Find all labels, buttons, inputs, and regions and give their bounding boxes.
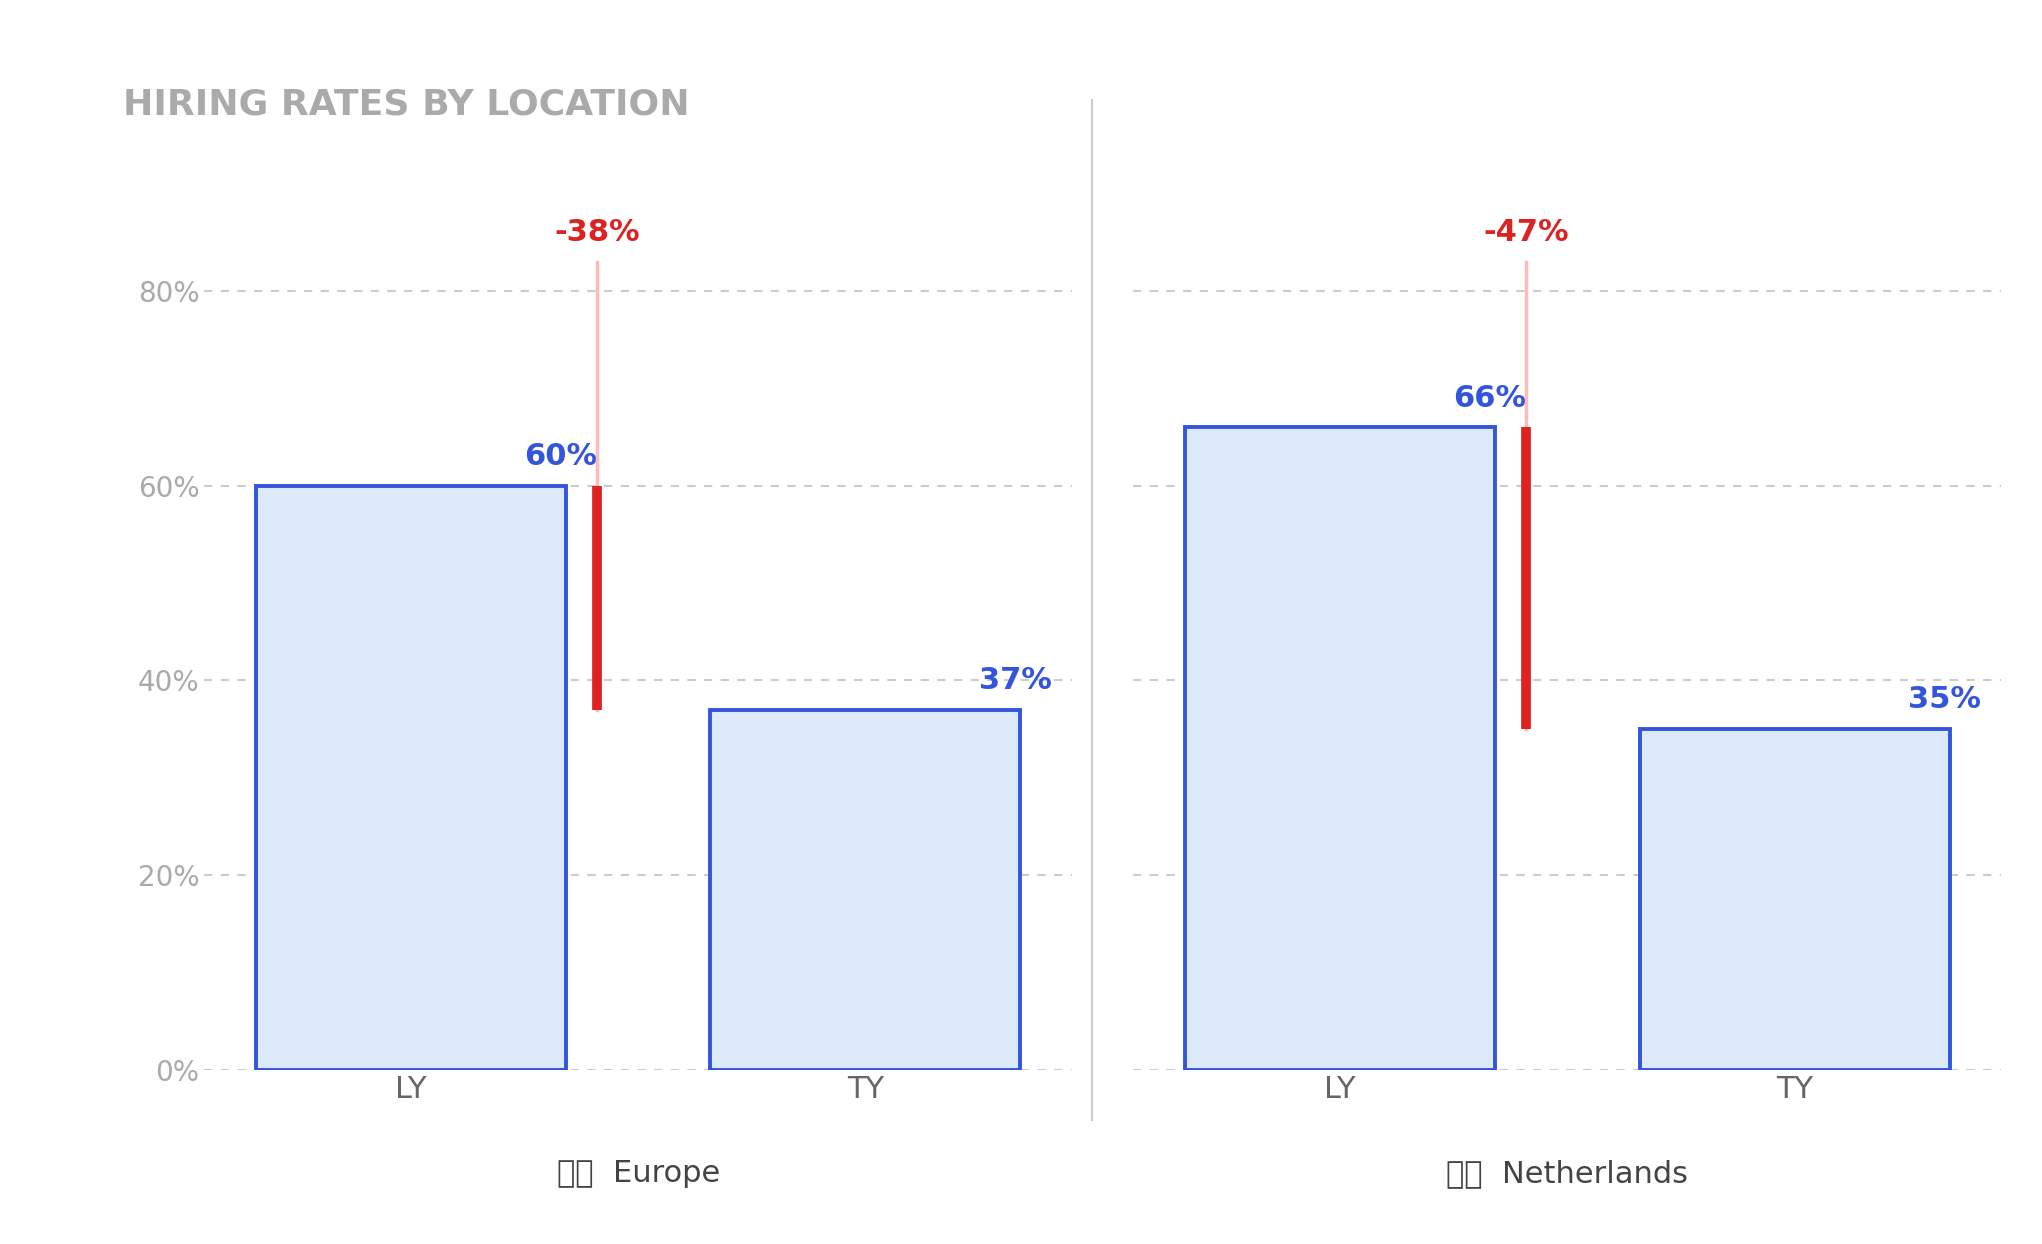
Text: 🇳🇱  Netherlands: 🇳🇱 Netherlands	[1446, 1159, 1689, 1188]
Text: 🇪🇺  Europe: 🇪🇺 Europe	[557, 1159, 719, 1188]
Bar	[1184, 427, 1495, 1070]
Text: -47%: -47%	[1482, 218, 1568, 248]
Text: 35%: 35%	[1907, 685, 1981, 714]
Text: -38%: -38%	[553, 218, 639, 248]
Text: 66%: 66%	[1454, 383, 1527, 413]
Text: 37%: 37%	[978, 666, 1052, 695]
Bar	[1640, 729, 1950, 1070]
Text: 60%: 60%	[525, 442, 598, 471]
Bar	[711, 709, 1021, 1070]
Text: HIRING RATES BY LOCATION: HIRING RATES BY LOCATION	[123, 87, 688, 121]
Bar	[255, 485, 566, 1070]
